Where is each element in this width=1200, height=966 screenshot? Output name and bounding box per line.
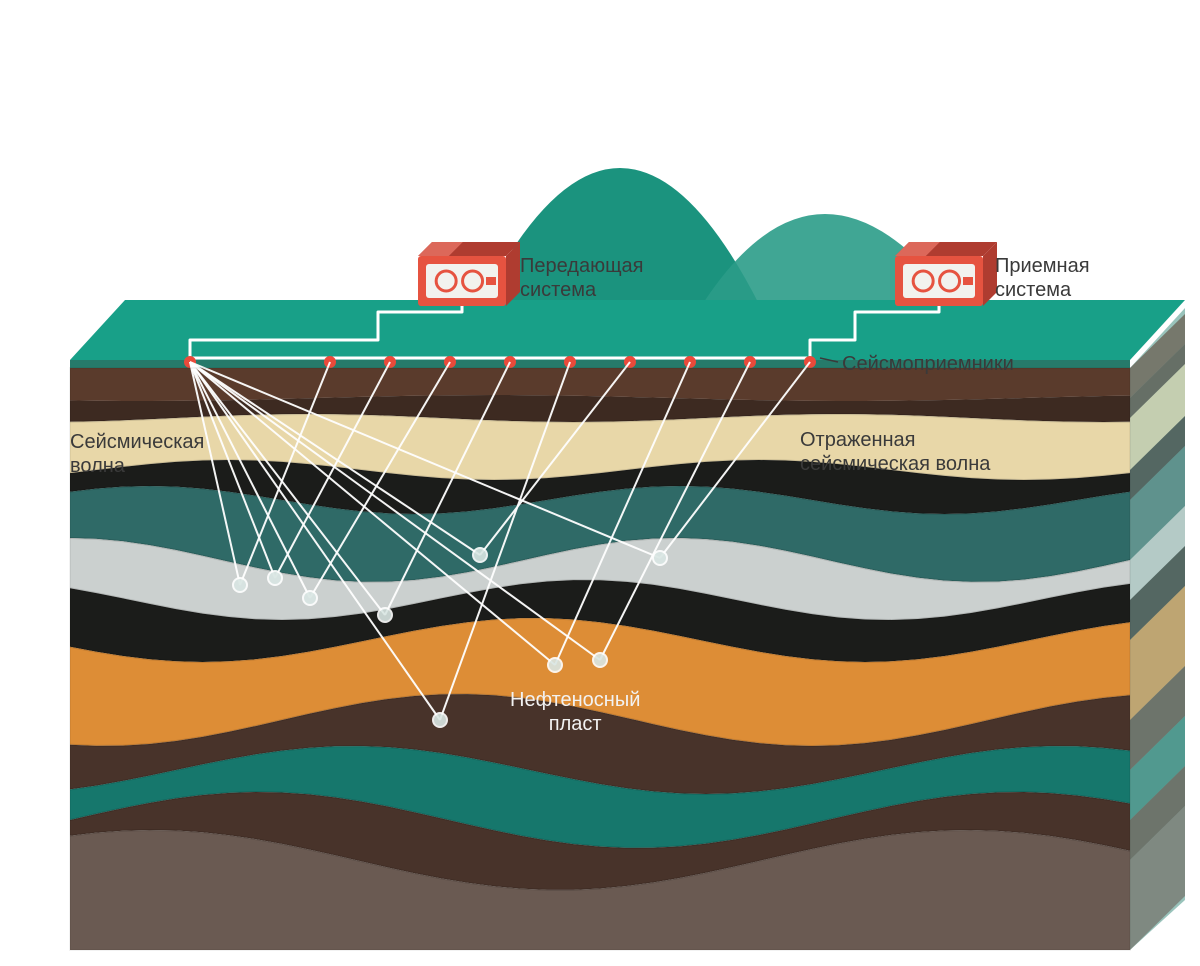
reflection-point (473, 548, 487, 562)
seismic-infographic: Передающая система Приемная система Сейс… (0, 0, 1200, 966)
reflection-point (233, 578, 247, 592)
label-seismic-wave: Сейсмическая волна (70, 430, 204, 478)
ground-surface (70, 300, 1185, 360)
reflection-point (593, 653, 607, 667)
reflection-point (433, 713, 447, 727)
reflection-point (303, 591, 317, 605)
label-geophones: Сейсмоприемники (842, 352, 1014, 376)
label-receiver: Приемная система (995, 254, 1090, 302)
reflection-point (268, 571, 282, 585)
diagram-svg (0, 0, 1200, 966)
transmitter-device (418, 242, 520, 306)
receiver-device (895, 242, 997, 306)
label-transmitter: Передающая система (520, 254, 644, 302)
reflection-point (653, 551, 667, 565)
label-reflected-wave: Отраженная сейсмическая волна (800, 428, 990, 476)
label-oil-layer: Нефтеносный пласт (510, 688, 640, 736)
reflection-point (378, 608, 392, 622)
reflection-point (548, 658, 562, 672)
